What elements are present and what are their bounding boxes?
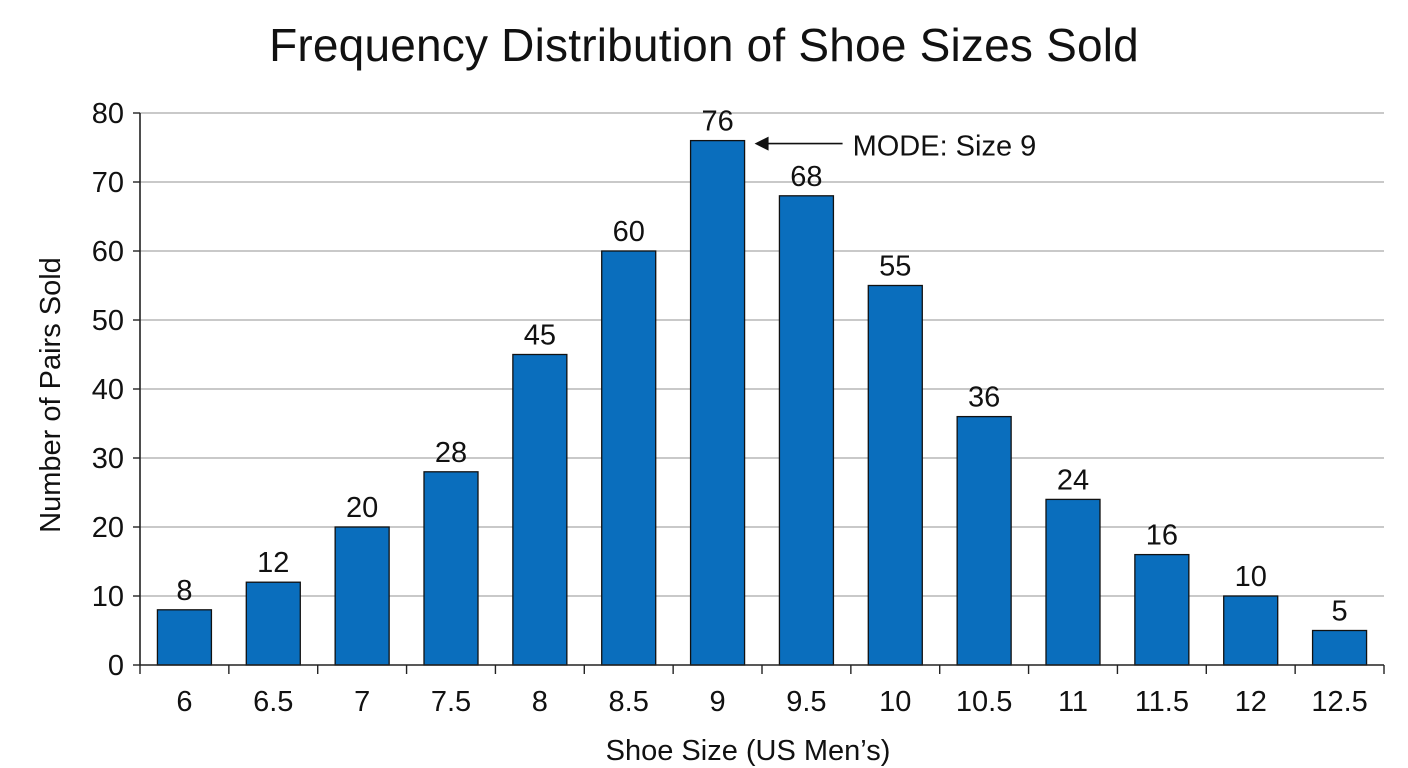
- y-tick-label: 40: [92, 374, 124, 406]
- x-tick-label: 10: [879, 686, 911, 718]
- x-tick-label: 9.5: [786, 686, 826, 718]
- annotation-arrow-head: [754, 136, 769, 151]
- y-tick-label: 60: [92, 236, 124, 268]
- y-tick-label: 10: [92, 581, 124, 613]
- x-tick-labels: 6 6.5 7 7.5 8 8.5 9 9.5 10 10.5 11 11.5 12 12.5: [176, 686, 1367, 718]
- x-tick-label: 12.5: [1311, 686, 1367, 718]
- bar-9: [689, 139, 746, 666]
- x-tick-label: 8: [532, 686, 548, 718]
- axes: [133, 112, 1385, 674]
- data-label: 24: [1057, 464, 1089, 496]
- mode-annotation: MODE: Size 9: [754, 131, 1037, 163]
- x-tick-label: 10.5: [956, 686, 1012, 718]
- chart-title: Frequency Distribution of Shoe Sizes Sol…: [269, 19, 1139, 71]
- bar-7: [334, 526, 390, 666]
- bars: [156, 139, 1368, 666]
- x-axis-label: Shoe Size (US Men’s): [606, 735, 891, 767]
- x-tick-label: 6: [176, 686, 192, 718]
- data-label: 60: [613, 216, 645, 248]
- data-label: 68: [790, 161, 822, 193]
- bar-12.5: [1311, 629, 1368, 666]
- y-tick-label: 30: [92, 443, 124, 475]
- data-labels: 8 12 20 28 45 60 76 68 55 36 24 16 10 5: [176, 106, 1347, 628]
- bar-6.5: [245, 581, 301, 666]
- data-label: 36: [968, 382, 1000, 414]
- bar-12: [1223, 595, 1279, 666]
- data-label: 45: [524, 320, 556, 352]
- data-label: 20: [346, 492, 378, 524]
- bar-11: [1045, 498, 1101, 666]
- x-tick-label: 11.5: [1135, 686, 1189, 718]
- bar-7.5: [423, 471, 479, 666]
- x-tick-label: 6.5: [253, 686, 293, 718]
- data-label: 55: [879, 251, 911, 283]
- bar-10.5: [956, 415, 1012, 666]
- y-tick-label: 70: [92, 167, 124, 199]
- bar-9.5: [778, 195, 835, 666]
- data-label: 8: [176, 575, 192, 607]
- bar-6: [156, 609, 213, 666]
- y-tick-label: 0: [108, 650, 124, 682]
- x-tick-label: 11: [1058, 686, 1088, 718]
- y-tick-label: 80: [92, 98, 124, 130]
- data-label: 5: [1332, 596, 1348, 628]
- bar-8.5: [601, 250, 657, 666]
- y-tick-label: 20: [92, 512, 124, 544]
- x-tick-label: 7: [354, 686, 370, 718]
- data-label: 76: [701, 106, 733, 138]
- y-tick-label: 50: [92, 305, 124, 337]
- data-label: 12: [257, 547, 289, 579]
- bar-8: [512, 353, 568, 666]
- data-label: 16: [1146, 520, 1178, 552]
- bar-10: [867, 284, 923, 666]
- annotation-text: MODE: Size 9: [853, 131, 1037, 163]
- gridlines: [140, 112, 1384, 597]
- y-axis-label: Number of Pairs Sold: [35, 257, 67, 533]
- bar-11.5: [1134, 553, 1190, 666]
- x-tick-label: 9: [710, 686, 726, 718]
- x-tick-label: 8.5: [609, 686, 649, 718]
- data-label: 28: [435, 437, 467, 469]
- x-tick-label: 12: [1235, 686, 1267, 718]
- data-label: 10: [1235, 561, 1267, 593]
- x-tick-label: 7.5: [431, 686, 471, 718]
- y-tick-labels: 0 10 20 30 40 50 60 70 80: [92, 98, 124, 682]
